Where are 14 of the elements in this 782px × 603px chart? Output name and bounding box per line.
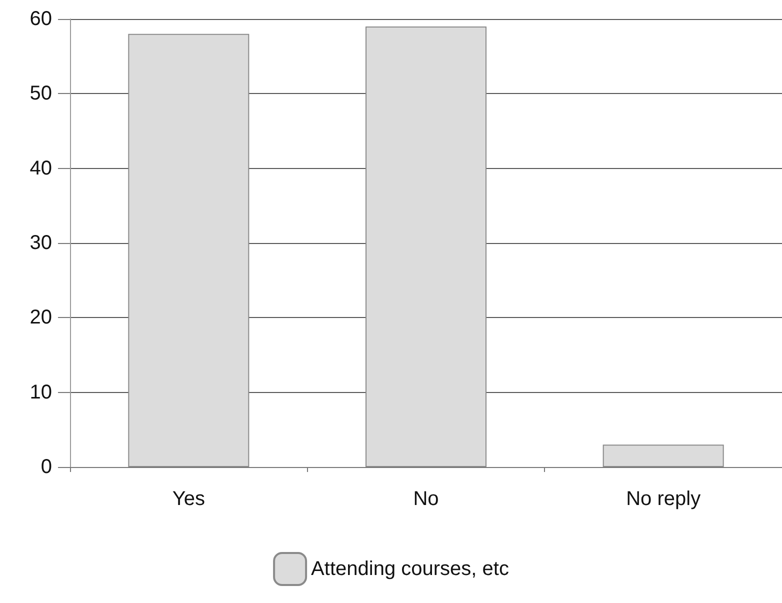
x-tick-label: No reply: [626, 488, 701, 510]
x-tick-label: Yes: [172, 488, 205, 510]
x-tick-label: No: [413, 488, 439, 510]
y-tick-label: 0: [40, 456, 52, 478]
y-tick-label: 50: [30, 82, 52, 105]
y-tick-label: 30: [30, 232, 52, 254]
legend-label: Attending courses, etc: [311, 558, 509, 580]
bar: [366, 26, 486, 467]
bar: [128, 34, 250, 467]
y-tick-label: 10: [30, 381, 52, 404]
y-tick-label: 20: [30, 306, 52, 329]
y-tick-label: 60: [30, 8, 52, 30]
bar: [602, 444, 724, 467]
y-tick-label: 40: [30, 157, 52, 180]
